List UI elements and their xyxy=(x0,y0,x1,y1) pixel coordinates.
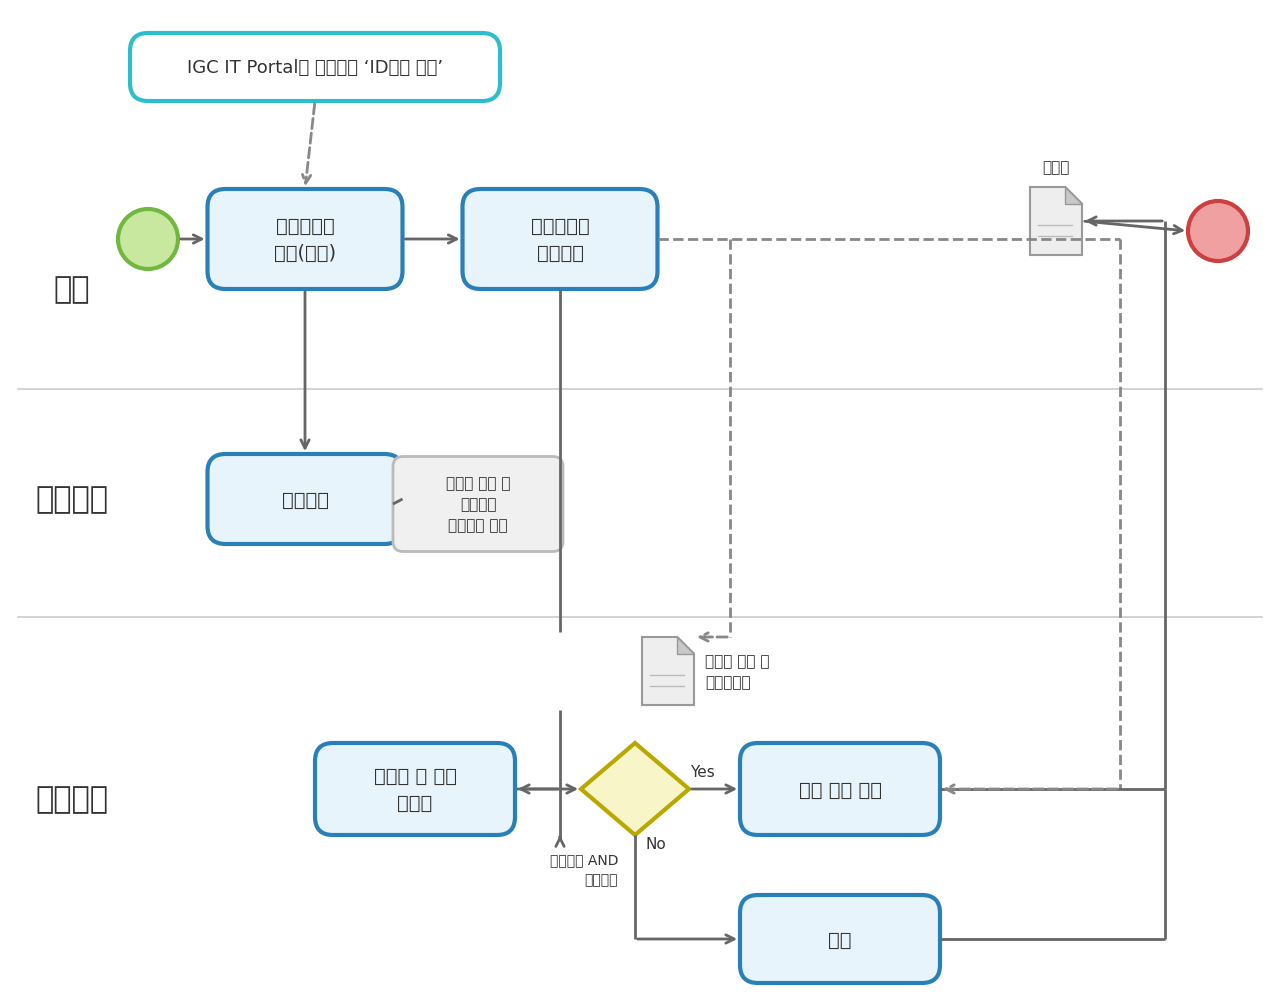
FancyBboxPatch shape xyxy=(393,457,563,552)
FancyBboxPatch shape xyxy=(740,895,940,983)
Text: 재발급비용
계좌입금: 재발급비용 계좌입금 xyxy=(531,217,589,263)
Text: 발급신청서
작성(개인): 발급신청서 작성(개인) xyxy=(274,217,337,263)
Polygon shape xyxy=(1065,188,1082,205)
FancyBboxPatch shape xyxy=(207,454,402,545)
Text: 운영재단: 운영재단 xyxy=(36,784,109,813)
Text: 현장 즉시 발급: 현장 즉시 발급 xyxy=(799,779,882,798)
Text: 학생증: 학생증 xyxy=(1042,160,1070,176)
Text: 신청서 및 입금
확인증: 신청서 및 입금 확인증 xyxy=(374,766,457,812)
Text: 재발급 비용 및
운영재단
입금계좌 안내: 재발급 비용 및 운영재단 입금계좌 안내 xyxy=(445,476,511,533)
Polygon shape xyxy=(581,743,689,835)
Circle shape xyxy=(1188,202,1248,262)
Text: 학생: 학생 xyxy=(54,275,91,304)
Polygon shape xyxy=(1030,188,1082,256)
FancyBboxPatch shape xyxy=(207,190,402,290)
FancyBboxPatch shape xyxy=(315,743,515,835)
Text: 학적증명: 학적증명 xyxy=(282,490,329,509)
Text: Yes: Yes xyxy=(690,764,714,779)
Text: No: No xyxy=(645,837,667,852)
FancyBboxPatch shape xyxy=(131,34,500,102)
Polygon shape xyxy=(677,637,694,654)
Text: IGC IT Portal에 접속하여 ‘ID카드 신청’: IGC IT Portal에 접속하여 ‘ID카드 신청’ xyxy=(187,59,443,77)
FancyBboxPatch shape xyxy=(462,190,658,290)
Text: 신청서 접수 및
입금확인증: 신청서 접수 및 입금확인증 xyxy=(705,653,769,689)
Text: 반려: 반려 xyxy=(828,930,851,949)
Polygon shape xyxy=(643,637,694,705)
Text: 입주대학: 입주대학 xyxy=(36,485,109,514)
Text: 입금확인 AND
학적증명: 입금확인 AND 학적증명 xyxy=(549,853,618,886)
FancyBboxPatch shape xyxy=(740,743,940,835)
Circle shape xyxy=(118,210,178,270)
